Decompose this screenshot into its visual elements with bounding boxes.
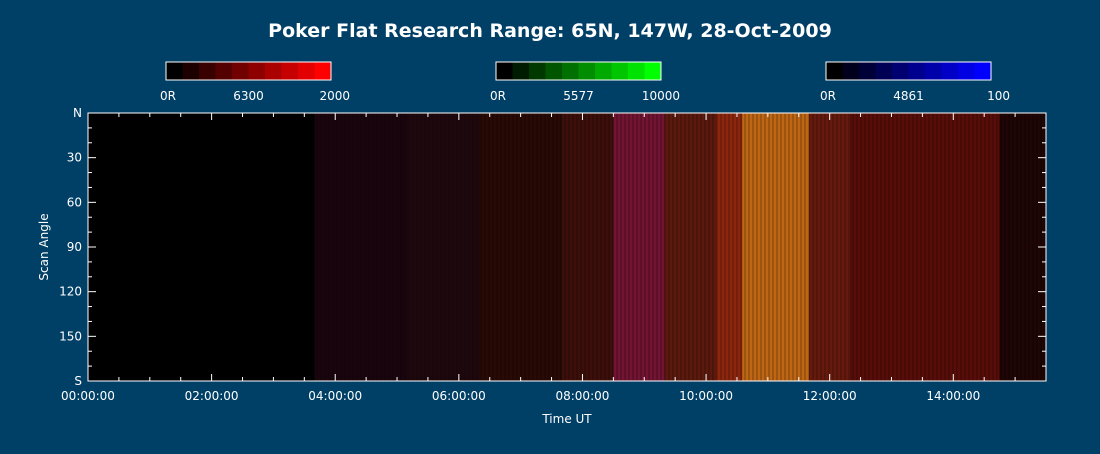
colorbar-max-label: 100 [987,89,1010,103]
x-tick-label: 04:00:00 [308,389,362,403]
colorbar-min-label: 0R [160,89,176,103]
y-tick-label: 90 [67,240,82,254]
colorbar-step [199,62,216,80]
colorbar-step [215,62,233,80]
colorbar-step [859,62,876,80]
colorbar-step [512,62,530,80]
colorbar-step [545,62,563,80]
colorbar-step [826,62,843,80]
colorbar-step [265,62,282,80]
colorbar-step [875,62,893,80]
colorbar-min-label: 0R [820,89,836,103]
colorbar-step [298,62,315,80]
colorbar-wavelength-label: 6300 [233,89,264,103]
colorbar-frame [825,61,992,81]
x-tick-label: 02:00:00 [185,389,239,403]
colorbar-step [941,62,959,80]
colorbar-step [925,62,942,80]
colorbar-legend: 0R 6300 2000 0R 5577 10000 0R 4861 100 [160,61,1010,103]
colorbar-step [182,62,200,80]
colorbar-step [892,62,909,80]
colorbar-step [496,62,513,80]
colorbar-step [842,62,860,80]
colorbar-min-label: 0R [490,89,506,103]
colorbar-step [248,62,266,80]
colorbar-step [958,62,975,80]
colorbar-wavelength-label: 4861 [893,89,924,103]
y-tick-label: S [74,374,82,388]
x-tick-label: 08:00:00 [555,389,609,403]
colorbar-step [529,62,546,80]
y-tick-label: 30 [67,151,82,165]
colorbar-step [908,62,926,80]
colorbar-step [166,62,183,80]
y-tick-label: 150 [59,329,82,343]
colorbar-wavelength-label: 5577 [563,89,594,103]
colorbar-5577: 0R 5577 10000 [490,61,680,103]
colorbar-6300: 0R 6300 2000 [160,61,350,103]
x-axis-label: Time UT [541,412,592,426]
scan-texture [88,113,1046,381]
colorbar-step [281,62,299,80]
y-axis-ticks: N 30 60 90 120 150 S [59,106,1046,388]
plot-area: 00:00:00 02:00:00 04:00:00 06:00:00 08:00:00… [59,106,1047,403]
chart-title: Poker Flat Research Range: 65N, 147W, 28… [268,20,832,42]
x-axis-ticks: 00:00:00 02:00:00 04:00:00 06:00:00 08:00:00… [61,113,1047,403]
colorbar-step [562,62,579,80]
x-tick-label: 14:00:00 [926,389,980,403]
x-tick-label: 00:00:00 [61,389,115,403]
colorbar-max-label: 10000 [642,89,680,103]
colorbar-frame [495,61,662,81]
colorbar-step [611,62,629,80]
colorbar-step [314,62,332,80]
y-tick-label: 120 [59,285,82,299]
colorbar-frame [165,61,332,81]
colorbar-step [628,62,645,80]
colorbar-step [578,62,596,80]
colorbar-4861: 0R 4861 100 [820,61,1010,103]
colorbar-max-label: 2000 [319,89,350,103]
x-tick-label: 10:00:00 [679,389,733,403]
colorbar-step [644,62,662,80]
y-axis-label: Scan Angle [37,213,51,280]
colorbar-step [595,62,612,80]
y-tick-label: N [73,106,82,120]
x-tick-label: 06:00:00 [432,389,486,403]
x-tick-label: 12:00:00 [803,389,857,403]
colorbar-step [232,62,249,80]
y-tick-label: 60 [67,195,82,209]
colorbar-step [974,62,992,80]
